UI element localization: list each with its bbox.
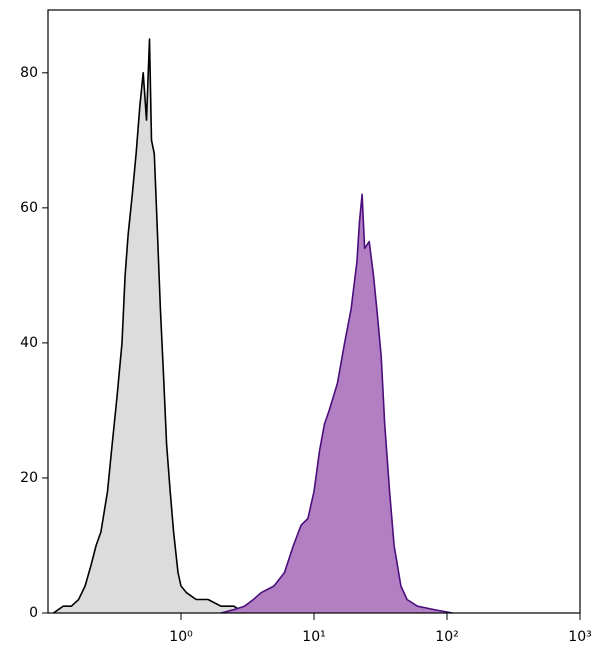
x-tick-label: 10¹ xyxy=(302,629,325,645)
y-tick-label: 40 xyxy=(20,335,38,351)
x-tick-label: 10³ xyxy=(568,629,591,645)
histogram-area xyxy=(221,194,453,614)
histogram-area xyxy=(53,39,245,613)
y-tick-label: 80 xyxy=(20,65,38,81)
histogram-line xyxy=(53,38,245,614)
plot-marks xyxy=(53,38,453,614)
x-tick-label: 10² xyxy=(435,629,458,645)
histogram-line xyxy=(220,193,453,614)
x-tick-label: 10⁰ xyxy=(169,629,193,645)
y-tick-label: 60 xyxy=(20,200,38,216)
y-tick-label: 0 xyxy=(29,605,38,621)
y-tick-label: 20 xyxy=(20,470,38,486)
